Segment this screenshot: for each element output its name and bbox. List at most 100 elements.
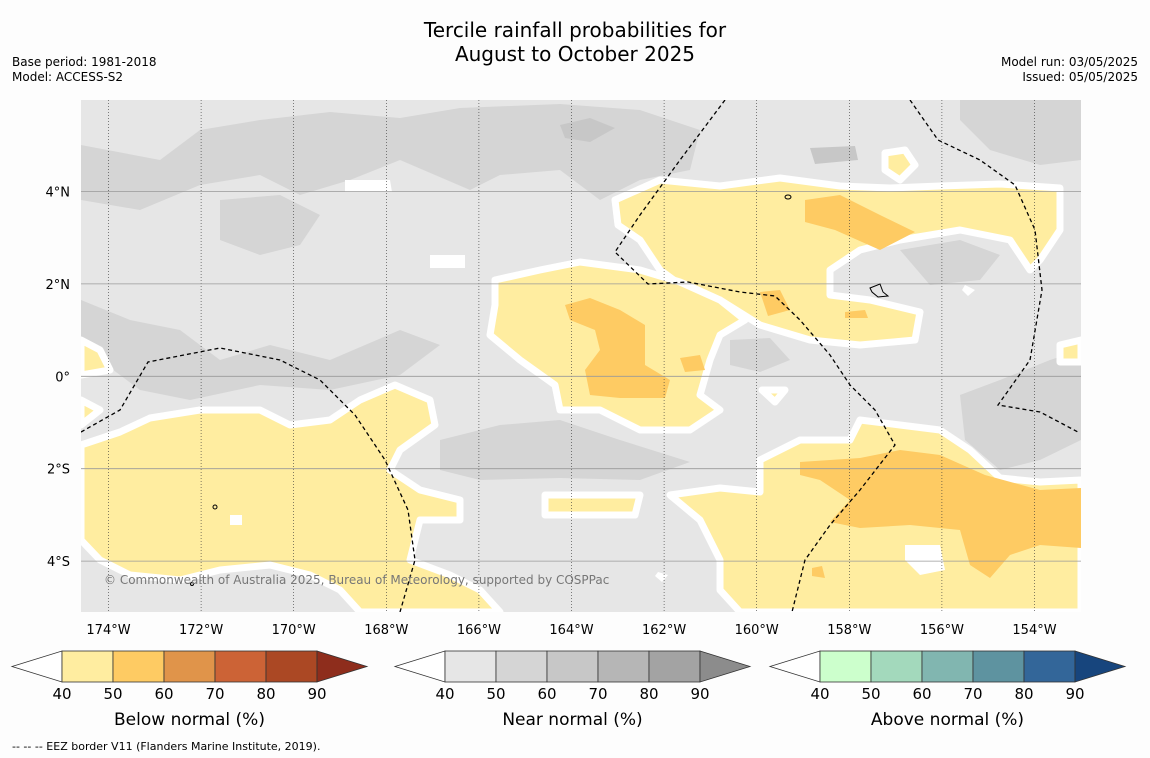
colorbar: 40 50 60 70 80 90 Near normal (%) (393, 650, 752, 730)
below-normal-40-region-edge (81, 396, 104, 429)
low-confidence-spots (230, 180, 975, 582)
colorbar-segment (61, 650, 114, 683)
colorbar-tick-label: 80 (639, 685, 658, 703)
colorbar-segment (921, 650, 974, 683)
longitude-tick-label: 154°W (1012, 623, 1056, 638)
colorbar-tick-label: 80 (1014, 685, 1033, 703)
near-normal-50-region (440, 420, 690, 480)
colorbar-segment (648, 650, 701, 683)
colorbar-tick-label: 70 (588, 685, 607, 703)
near-normal-60-region (810, 146, 858, 164)
near-normal-50-region (960, 350, 1081, 470)
copyright-notice: © Commonwealth of Australia 2025, Bureau… (104, 573, 609, 587)
latitude-labels: 4°N 2°N 0° 2°S 4°S (46, 186, 71, 571)
colorbar-lower-extend (10, 650, 63, 683)
colorbar-tick-label: 40 (52, 685, 71, 703)
latitude-tick-label: 2°S (47, 463, 70, 478)
longitude-labels: 174°W 172°W 170°W 168°W 166°W 164°W 162°W 160°W… (86, 623, 1056, 638)
colorbar-tick-label: 50 (103, 685, 122, 703)
chart-title: Tercile rainfall probabilities for Augus… (0, 18, 1150, 66)
below-normal-50-regions (565, 195, 1081, 578)
white-spot (905, 545, 945, 575)
colorbar-label: Above normal (%) (871, 710, 1024, 730)
below-normal-50-region (812, 566, 825, 578)
colorbar-tick-label: 90 (690, 685, 709, 703)
colorbar-tick-label: 40 (435, 685, 454, 703)
colorbar-tick-label: 60 (537, 685, 556, 703)
longitude-tick-label: 166°W (457, 623, 501, 638)
latitude-tick-label: 0° (55, 370, 70, 385)
longitude-tick-label: 174°W (86, 623, 130, 638)
latitude-tick-label: 2°N (46, 278, 71, 293)
white-spot (230, 515, 242, 525)
island-outline (784, 194, 792, 200)
below-normal-40-region-edge (81, 336, 114, 379)
near-normal-50-region (81, 104, 700, 210)
eez-footnote: -- -- -- EEZ border V11 (Flanders Marine… (12, 740, 321, 753)
near-normal-60-region (560, 118, 615, 142)
latitude-tick-label: 4°S (47, 555, 70, 570)
colorbar-tick-label: 50 (486, 685, 505, 703)
colorbar-segment (112, 650, 165, 683)
colorbar-label: Below normal (%) (114, 710, 265, 730)
title-line-2: August to October 2025 (454, 42, 696, 66)
below-normal-40-region-small (541, 491, 644, 519)
colorbar-segment (546, 650, 599, 683)
below-normal-50-region (800, 450, 1081, 578)
near-normal-50-region (220, 195, 320, 255)
model-run: Model run: 03/05/2025 (1000, 55, 1138, 69)
meta-left: Base period: 1981-2018 Model: ACCESS-S2 (12, 55, 157, 85)
below-normal-50-region (680, 355, 705, 372)
colorbar-segment (265, 650, 318, 683)
colorbar-upper-extend (699, 650, 752, 683)
colorbar-segment (444, 650, 497, 683)
island-outline (869, 283, 890, 298)
near-normal-50-region (81, 300, 440, 400)
eez-borders (81, 100, 1079, 612)
colorbar-segment (495, 650, 548, 683)
below-normal-40-region-small (881, 146, 919, 184)
colorbar-segment (1023, 650, 1076, 683)
colorbar: 40 50 60 70 80 90 Above normal (%) (768, 650, 1127, 730)
white-spot (655, 572, 668, 582)
islands (190, 194, 890, 586)
longitude-tick-label: 170°W (272, 623, 316, 638)
longitude-tick-label: 164°W (549, 623, 593, 638)
colorbar-tick-label: 60 (912, 685, 931, 703)
model-name: Model: ACCESS-S2 (12, 70, 124, 84)
eez-border-line (909, 100, 1079, 433)
white-spot (345, 180, 392, 192)
colorbar-tick-label: 50 (861, 685, 880, 703)
white-spot (430, 255, 465, 268)
colorbar-tick-label: 90 (307, 685, 326, 703)
colorbar-tick-label: 70 (963, 685, 982, 703)
near-normal-50-region (960, 100, 1081, 165)
base-period: Base period: 1981-2018 (12, 55, 157, 69)
issued-date: Issued: 05/05/2025 (1022, 70, 1138, 84)
gridlines (81, 100, 1081, 612)
longitude-tick-label: 160°W (735, 623, 779, 638)
longitude-tick-label: 168°W (364, 623, 408, 638)
below-normal-50-region (845, 310, 868, 318)
longitude-tick-label: 156°W (920, 623, 964, 638)
below-normal-50-region (565, 298, 670, 398)
probability-field (81, 100, 1081, 612)
below-normal-50-region (760, 290, 790, 316)
legends: 40 50 60 70 80 90 Below normal (%) 40 50 60 70 80 90… (10, 650, 1127, 730)
latitude-tick-label: 4°N (46, 186, 71, 201)
near-normal-50-region (730, 338, 790, 372)
colorbar-segment (214, 650, 267, 683)
colorbar-segment (163, 650, 216, 683)
eez-border-line (81, 347, 416, 612)
meta-right: Model run: 03/05/2025 Issued: 05/05/2025 (1001, 55, 1138, 85)
colorbar-label: Near normal (%) (502, 710, 642, 730)
colorbar-tick-label: 60 (154, 685, 173, 703)
below-normal-50-region (805, 195, 915, 250)
longitude-tick-label: 172°W (179, 623, 223, 638)
colorbar-lower-extend (768, 650, 821, 683)
colorbar-lower-extend (393, 650, 446, 683)
colorbar-segment (819, 650, 872, 683)
colorbar-upper-extend (316, 650, 369, 683)
colorbar-upper-extend (1074, 650, 1127, 683)
white-spot (962, 285, 975, 296)
